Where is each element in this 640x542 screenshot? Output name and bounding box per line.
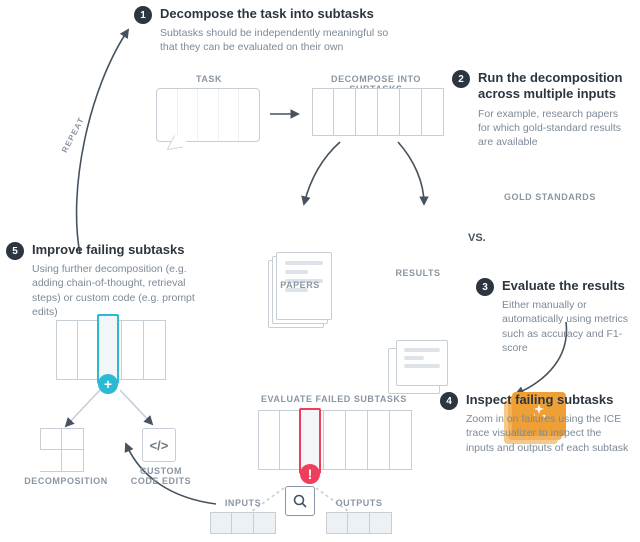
step-title-3: Evaluate the results xyxy=(502,278,632,294)
step-1: 1 Decompose the task into subtasks Subta… xyxy=(134,6,404,55)
step-badge-1: 1 xyxy=(134,6,152,24)
step-badge-4: 4 xyxy=(440,392,458,410)
decomposition-grid xyxy=(40,428,84,472)
step-2: 2 Run the decomposition across multiple … xyxy=(452,70,628,149)
search-icon xyxy=(292,493,308,509)
alert-icon: ! xyxy=(300,464,320,484)
subtask-boxes xyxy=(312,88,444,136)
step-title-1: Decompose the task into subtasks xyxy=(160,6,404,22)
label-repeat: REPEAT xyxy=(60,116,86,155)
step-badge-2: 2 xyxy=(452,70,470,88)
outputs-boxes xyxy=(326,512,392,534)
step-badge-5: 5 xyxy=(6,242,24,260)
step-desc-4: Zoom in on failures using the ICE trace … xyxy=(466,412,630,455)
step-title-5: Improve failing subtasks xyxy=(32,242,216,258)
inputs-boxes xyxy=(210,512,276,534)
label-decomposition: DECOMPOSITION xyxy=(24,476,108,486)
step-5: 5 Improve failing subtasks Using further… xyxy=(6,242,216,319)
step-desc-5: Using further decomposition (e.g. adding… xyxy=(32,262,216,319)
step-desc-2: For example, research papers for which g… xyxy=(478,107,628,150)
code-icon: </> xyxy=(150,438,169,453)
results-stack xyxy=(388,340,448,394)
label-vs: VS. xyxy=(468,232,486,244)
step-badge-3: 3 xyxy=(476,278,494,296)
code-edits-box: </> xyxy=(142,428,176,462)
label-papers: PAPERS xyxy=(268,280,332,290)
step-desc-3: Either manually or automatically using m… xyxy=(502,298,632,355)
label-results: RESULTS xyxy=(388,268,448,278)
step-title-4: Inspect failing subtasks xyxy=(466,392,630,408)
label-evaluate-failed: EVALUATE FAILED SUBTASKS xyxy=(254,394,414,404)
task-box xyxy=(156,88,260,142)
label-custom-code: CUSTOM CODE EDITS xyxy=(128,466,194,486)
magnifier-box xyxy=(285,486,315,516)
label-task: TASK xyxy=(174,74,244,84)
label-gold: GOLD STANDARDS xyxy=(504,192,614,202)
plus-icon: + xyxy=(98,374,118,394)
papers-stack xyxy=(268,252,332,328)
failed-subtask-boxes xyxy=(258,410,412,470)
step-3: 3 Evaluate the results Either manually o… xyxy=(476,278,632,355)
step-title-2: Run the decomposition across multiple in… xyxy=(478,70,628,103)
label-inputs: INPUTS xyxy=(210,498,276,508)
step-desc-1: Subtasks should be independently meaning… xyxy=(160,26,404,54)
step-4: 4 Inspect failing subtasks Zoom in on fa… xyxy=(440,392,630,455)
label-outputs: OUTPUTS xyxy=(326,498,392,508)
